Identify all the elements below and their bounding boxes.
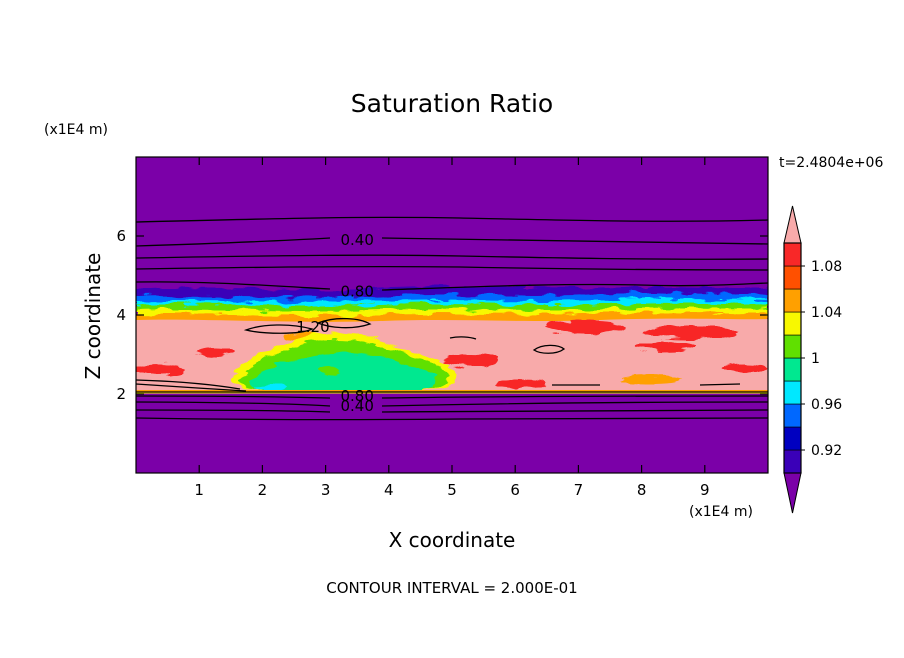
contour-interval-note: CONTOUR INTERVAL = 2.000E-01 — [326, 579, 577, 597]
contour-label: 0.80 — [340, 387, 373, 405]
contour-line — [136, 417, 768, 421]
red-patches — [136, 320, 767, 388]
colorbar-upper-triangle — [783, 205, 802, 244]
lower-dry-layer — [136, 393, 768, 473]
contour-line — [136, 395, 768, 399]
contour-label: 0.40 — [340, 231, 373, 249]
x-axis-title: X coordinate — [389, 528, 516, 552]
red-patch — [723, 363, 767, 373]
y-axis-multiplier: (x1E4 m) — [44, 122, 108, 138]
contour-line — [136, 237, 768, 247]
contour-line — [532, 344, 566, 354]
contour-line — [136, 216, 768, 223]
contour-line — [136, 265, 768, 271]
y-tick-label: 6 — [116, 227, 126, 245]
colorbar-label: 1.04 — [811, 305, 842, 321]
colorbar-swatch — [783, 311, 802, 336]
orange-patch — [620, 376, 680, 384]
colorbar-label: 1 — [811, 351, 820, 367]
x-tick-label: 1 — [194, 481, 204, 499]
x-tick-label: 4 — [384, 481, 394, 499]
colorbar-swatch — [783, 357, 802, 382]
red-patch — [642, 325, 738, 339]
contour-line — [136, 383, 247, 392]
red-patch — [635, 341, 695, 351]
colorbar-swatch — [783, 403, 802, 428]
contour-line — [316, 317, 372, 329]
y-axis-ticks: 2 4 6 — [116, 227, 768, 403]
orange-boundary-strip — [136, 390, 768, 392]
x-axis-ticks: 1 2 3 4 5 6 7 8 9 — [194, 157, 710, 499]
yellow-boundary-strip — [136, 392, 768, 394]
contour-label: 0.40 — [340, 397, 373, 415]
x-tick-label: 2 — [258, 481, 268, 499]
colorbar-lower-triangle — [783, 472, 802, 514]
colorbar-label: 1.08 — [811, 259, 842, 275]
x-tick-label: 9 — [700, 481, 710, 499]
x-tick-label: 5 — [447, 481, 457, 499]
x-tick-label: 8 — [637, 481, 647, 499]
chart-title: Saturation Ratio — [351, 89, 553, 118]
contour-line — [136, 409, 768, 413]
contour-line — [552, 383, 741, 386]
y-tick-label: 4 — [116, 306, 126, 324]
red-patch — [545, 320, 625, 334]
contour-line — [136, 254, 768, 260]
cloud-core-green-spot — [320, 366, 340, 374]
contour-line — [449, 336, 477, 340]
contour-label: 0.80 — [340, 282, 373, 300]
x-tick-label: 7 — [574, 481, 584, 499]
x-tick-label: 3 — [321, 481, 331, 499]
colorbar-swatch — [783, 288, 802, 313]
cloud-core-teal — [250, 353, 436, 396]
contour-line — [136, 401, 768, 407]
contour-line — [136, 281, 768, 291]
y-axis-title: Z coordinate — [81, 253, 105, 380]
red-patch — [197, 347, 233, 357]
contour-line — [243, 324, 314, 334]
saturation-field — [136, 157, 768, 473]
colorbar-swatch — [783, 380, 802, 405]
colorbar-label: 0.92 — [811, 443, 842, 459]
red-patch — [442, 354, 498, 366]
contour-line — [136, 379, 241, 390]
colorbar: 0.92 0.96 1 1.04 1.08 — [783, 205, 842, 514]
colorbar-swatch — [783, 449, 802, 474]
colorbar-swatch — [783, 426, 802, 451]
colorbar-label: 0.96 — [811, 397, 842, 413]
contour-label: 1.20 — [296, 318, 329, 336]
x-axis-multiplier: (x1E4 m) — [689, 504, 753, 520]
colorbar-swatch — [783, 265, 802, 290]
time-label: t=2.4804e+06 — [779, 155, 883, 171]
y-tick-label: 2 — [116, 385, 126, 403]
red-patch — [136, 364, 184, 376]
contour-labels: 0.400.801.200.800.40 — [296, 231, 374, 415]
contour-lines — [136, 216, 768, 421]
colorbar-swatch — [783, 334, 802, 359]
red-patch — [494, 380, 546, 388]
colorbar-swatch — [783, 242, 802, 267]
x-tick-label: 6 — [510, 481, 520, 499]
